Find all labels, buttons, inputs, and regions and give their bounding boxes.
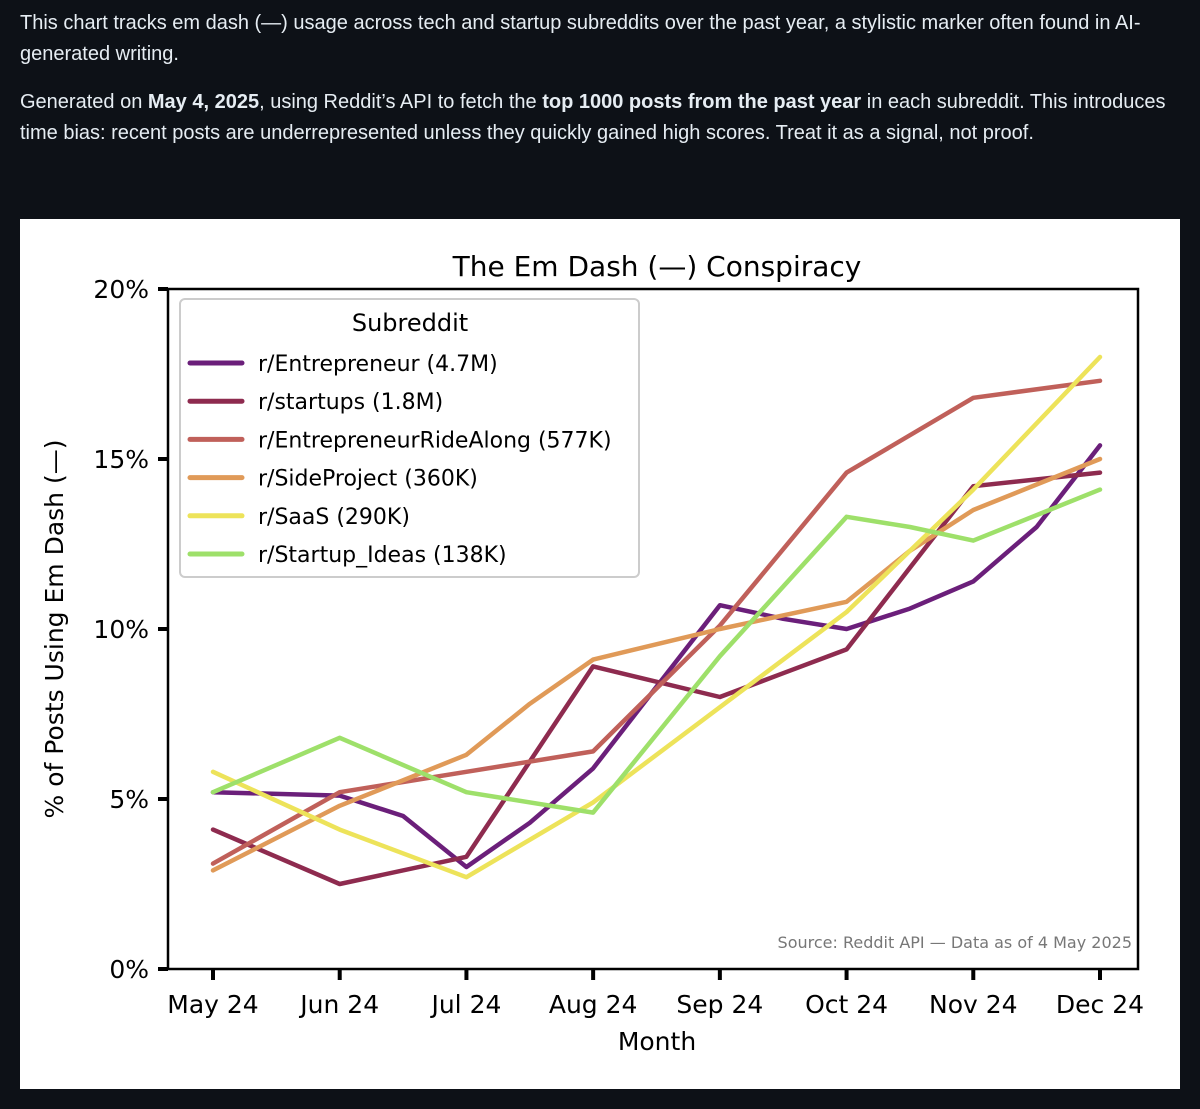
x-tick-label: Jun 24 <box>298 990 379 1019</box>
x-tick-label: Oct 24 <box>805 990 888 1019</box>
series-line <box>210 456 1103 873</box>
post-text: This chart tracks em dash (—) usage acro… <box>20 8 1185 166</box>
legend-label: r/Entrepreneur (4.7M) <box>258 352 498 377</box>
series-line <box>210 354 1103 880</box>
legend-title: Subreddit <box>352 309 468 337</box>
x-axis: May 24 Jun 24 Jul 24 Aug 24 Sep 24 Oct 24 Nov … <box>167 969 1144 1019</box>
post-paragraph-2: Generated on May 4, 2025, using Reddit’s… <box>20 87 1185 149</box>
chart-title: The Em Dash (—) Conspiracy <box>452 250 862 283</box>
x-tick-label: Sep 24 <box>676 990 763 1019</box>
y-tick-label: 5% <box>109 785 149 814</box>
p2-text-c: , using Reddit’s API to fetch the <box>259 91 543 113</box>
x-tick-label: Dec 24 <box>1056 990 1144 1019</box>
legend-label: r/Startup_Ideas (138K) <box>258 543 507 568</box>
legend-label: r/startups (1.8M) <box>258 390 443 415</box>
post-paragraph-1: This chart tracks em dash (—) usage acro… <box>20 12 1141 65</box>
series-line <box>210 378 1103 866</box>
y-tick-label: 0% <box>109 955 149 984</box>
x-tick-label: May 24 <box>167 990 258 1019</box>
legend-label: r/SaaS (290K) <box>258 505 410 530</box>
y-axis: 0% 5% 10% 15% 20% <box>93 275 168 984</box>
x-axis-label: Month <box>618 1027 696 1056</box>
x-tick-label: Jul 24 <box>429 990 501 1019</box>
y-tick-label: 20% <box>93 275 149 304</box>
legend: Subreddit r/Entrepreneur (4.7M) r/startups… <box>179 298 640 578</box>
chart-card: The Em Dash (—) Conspiracy 0% 5% 10% 15% 20%… <box>20 219 1180 1089</box>
p2-text-a: Generated on <box>20 91 148 113</box>
series-line <box>210 487 1103 815</box>
legend-box <box>179 298 640 578</box>
p2-top-posts: top 1000 posts from the past year <box>542 91 862 113</box>
source-annotation: Source: Reddit API — Data as of 4 May 20… <box>778 933 1132 952</box>
series-line <box>210 443 1103 870</box>
y-tick-label: 10% <box>93 615 149 644</box>
y-axis-label: % of Posts Using Em Dash (—) <box>40 440 69 819</box>
x-tick-label: Nov 24 <box>929 990 1018 1019</box>
chart-svg: The Em Dash (—) Conspiracy 0% 5% 10% 15% 20%… <box>40 250 1144 1056</box>
p2-date: May 4, 2025 <box>147 91 260 113</box>
y-tick-label: 15% <box>93 445 149 474</box>
x-tick-label: Aug 24 <box>549 990 638 1019</box>
series-lines <box>210 354 1103 887</box>
legend-label: r/EntrepreneurRideAlong (577K) <box>258 428 612 453</box>
legend-label: r/SideProject (360K) <box>258 467 478 492</box>
p2-text-e: in each subreddit. This introduces time … <box>20 91 1166 144</box>
